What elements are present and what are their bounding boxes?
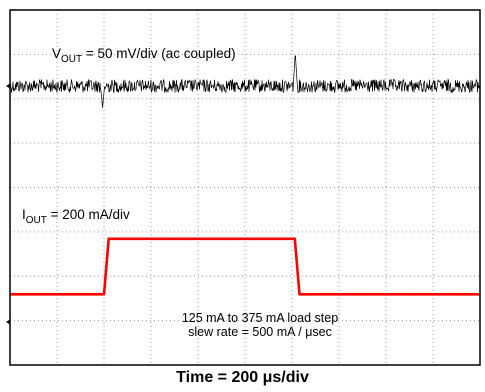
- load-step-note: 125 mA to 375 mA load step: [182, 311, 338, 325]
- vout-trace: [9, 55, 481, 108]
- channel-2-marker: [6, 319, 10, 325]
- vout-annotation: VOUT = 50 mV/div (ac coupled): [52, 46, 236, 65]
- channel-1-marker: [6, 83, 10, 89]
- x-axis-label: Time = 200 μs/div: [176, 369, 309, 386]
- plot-border: [9, 9, 481, 366]
- slew-rate-note: slew rate = 500 mA / μsec: [188, 325, 332, 339]
- iout-trace-ripple: [9, 237, 481, 296]
- plot-background: [10, 10, 480, 365]
- traces: [9, 55, 481, 296]
- iout-annotation: IOUT = 200 mA/div: [22, 207, 130, 226]
